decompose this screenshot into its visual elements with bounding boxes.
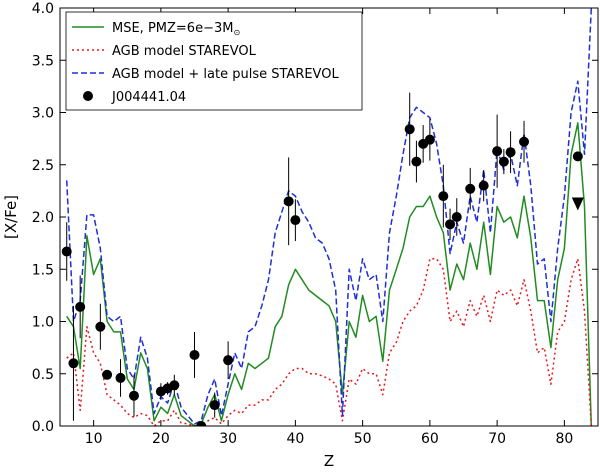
data-point-25 [478, 180, 489, 191]
data-point-7 [128, 390, 139, 401]
y-tick-label: 1.0 [32, 315, 54, 331]
data-point-27 [498, 156, 509, 167]
upper-limit-marker-1 [571, 197, 584, 211]
x-tick-label: 80 [555, 431, 573, 447]
y-tick-label: 3.5 [32, 53, 54, 69]
x-tick-label: 50 [354, 431, 372, 447]
data-point-1 [61, 246, 72, 257]
y-tick-label: 2.0 [32, 210, 54, 226]
y-tick-label: 2.5 [32, 158, 54, 174]
data-point-22 [445, 219, 456, 230]
observations-layer [61, 92, 584, 426]
y-tick-label: 0.0 [32, 419, 54, 435]
data-point-14 [223, 355, 234, 366]
x-axis: 10 20 30 40 50 60 70 80 [85, 8, 573, 447]
y-tick-label: 4.0 [32, 1, 54, 17]
data-point-4 [95, 321, 106, 332]
data-point-28 [505, 147, 516, 158]
legend-label: MSE, PMZ=6e−3M⊙ [112, 21, 240, 37]
y-tick-label: 3.0 [32, 106, 54, 122]
data-point-16 [290, 215, 301, 226]
legend-box [65, 11, 363, 111]
x-tick-label: 20 [152, 431, 170, 447]
data-point-29 [519, 136, 530, 147]
series-line-2 [66, 258, 593, 426]
legend-label-subscript: ⊙ [233, 28, 240, 37]
data-point-30 [572, 151, 583, 162]
data-point-5 [102, 369, 113, 380]
data-point-2 [68, 358, 79, 369]
data-point-21 [438, 191, 449, 202]
x-tick-label: 30 [219, 431, 237, 447]
data-point-11 [189, 349, 200, 360]
data-point-3 [75, 301, 86, 312]
data-point-6 [115, 372, 126, 383]
x-axis-label: Z [324, 452, 334, 470]
x-tick-label: 40 [286, 431, 304, 447]
y-axis: 0.0 0.5 1.0 1.5 2.0 2.5 3.0 3.5 4.0 [32, 1, 598, 435]
data-point-20 [424, 134, 435, 145]
data-point-24 [465, 183, 476, 194]
series-line-1 [66, 122, 593, 426]
data-point-12 [196, 421, 207, 426]
y-tick-label: 1.5 [32, 262, 54, 278]
data-point-13 [209, 400, 220, 411]
data-point-17 [404, 124, 415, 135]
legend-label: J004441.04 [111, 90, 186, 105]
legend-label: AGB model + late pulse STAREVOL [112, 67, 339, 82]
data-point-10 [169, 380, 180, 391]
x-tick-label: 10 [85, 431, 103, 447]
data-point-15 [283, 196, 294, 207]
legend-marker [83, 91, 93, 101]
data-point-18 [411, 156, 422, 167]
data-point-26 [492, 146, 503, 157]
y-tick-label: 0.5 [32, 367, 54, 383]
x-tick-label: 70 [488, 431, 506, 447]
legend-label: AGB model STAREVOL [112, 44, 257, 59]
x-tick-label: 60 [421, 431, 439, 447]
legend: MSE, PMZ=6e−3M⊙ AGB model STAREVOL AGB mod… [65, 11, 363, 111]
y-axis-label: [X/Fe] [2, 195, 20, 239]
data-point-23 [451, 212, 462, 222]
